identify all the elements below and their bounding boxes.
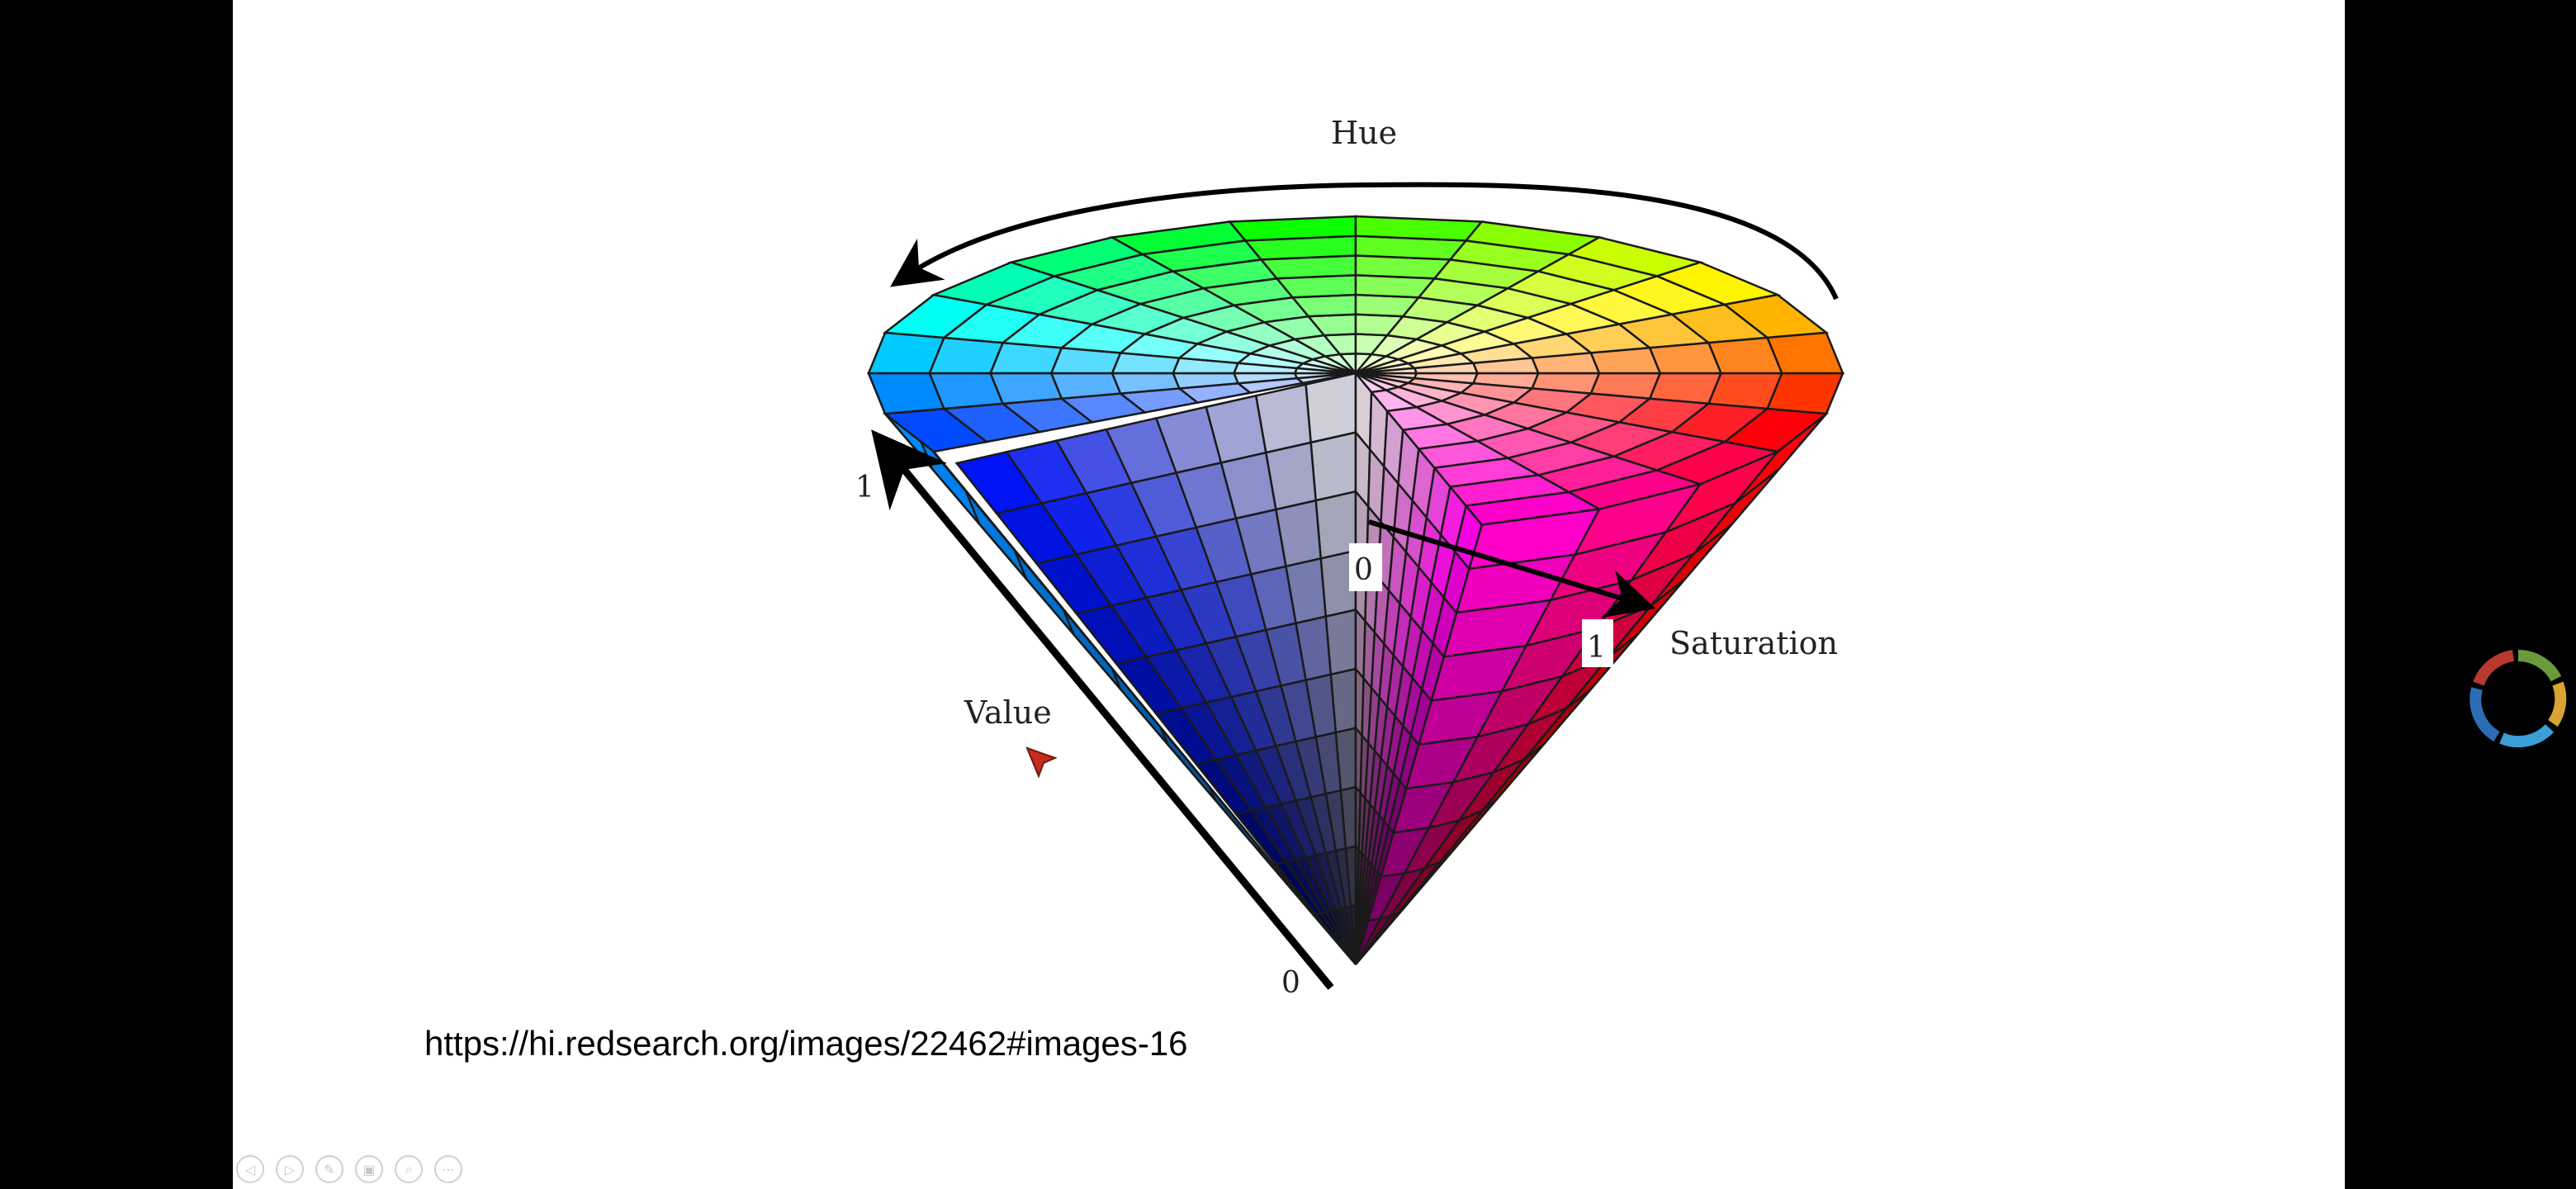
value-label: Value	[964, 694, 1052, 731]
cone-facet	[1765, 331, 1844, 375]
value-max-label: 1	[855, 471, 874, 504]
cone-facet	[1305, 372, 1357, 444]
cone-facet	[954, 450, 1044, 515]
cone-facet	[867, 372, 946, 415]
cone-facet	[1309, 431, 1357, 502]
cone-facet	[1765, 372, 1844, 415]
cone-facet	[1464, 490, 1603, 526]
zoom-icon[interactable]: ⌕	[395, 1155, 423, 1183]
cone-facet	[1354, 215, 1485, 242]
hsv-cone-diagram: Hue Value Saturation 1 0 0 1	[855, 115, 1844, 1000]
hue-label: Hue	[1331, 115, 1397, 151]
hue-arrow	[890, 182, 1839, 301]
cone-facet	[1227, 215, 1357, 242]
more-options-icon[interactable]: ⋯	[434, 1155, 462, 1183]
saturation-label: Saturation	[1669, 625, 1838, 661]
presentation-slide: Hue Value Saturation 1 0 0 1 https://hi.…	[233, 0, 2345, 1189]
saturation-min-box	[1349, 543, 1382, 591]
previous-slide-icon[interactable]: ◁	[236, 1155, 264, 1183]
slideshow-toolbar: ◁ ▷ ✎ ▣ ⌕ ⋯	[236, 1154, 462, 1184]
next-slide-icon[interactable]: ▷	[276, 1155, 304, 1183]
saturation-max-box	[1582, 619, 1613, 667]
cone-facet	[867, 331, 946, 375]
value-axis-arrow	[871, 429, 1334, 990]
value-min-label: 0	[1281, 966, 1300, 1000]
saturation-max-label: 1	[1587, 631, 1606, 665]
source-url[interactable]: https://hi.redsearch.org/images/22462#im…	[424, 1024, 1188, 1063]
pen-icon[interactable]: ✎	[315, 1155, 343, 1183]
pointer-cursor-icon	[1025, 746, 1058, 779]
saturation-min-label: 0	[1354, 553, 1373, 587]
slides-grid-icon[interactable]: ▣	[355, 1155, 383, 1183]
cone-facet	[1049, 372, 1122, 400]
saturation-arrow	[1368, 519, 1655, 618]
cone-facet	[1589, 346, 1662, 375]
loading-spinner-icon	[2469, 650, 2567, 748]
